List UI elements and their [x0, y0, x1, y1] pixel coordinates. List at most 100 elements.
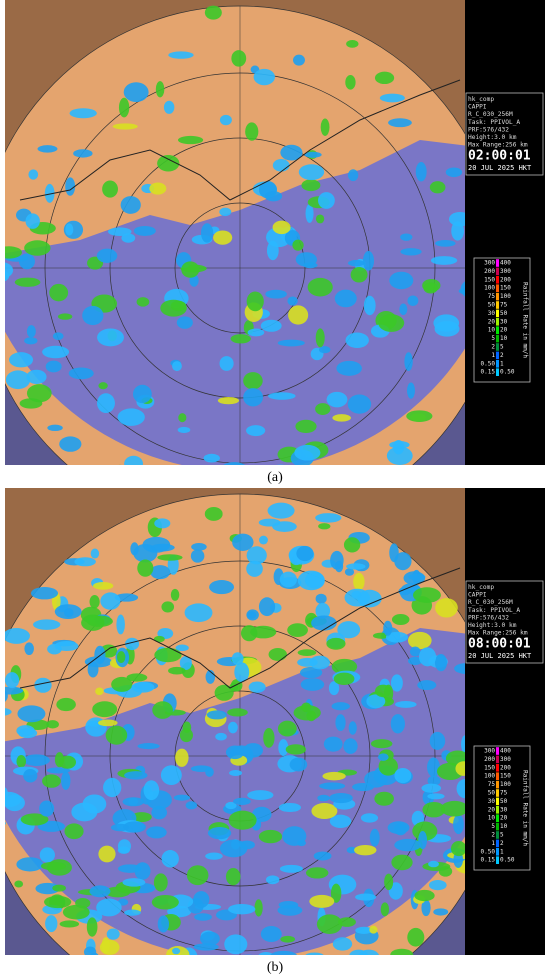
echo-blue: [362, 251, 375, 271]
legend-low: 50: [488, 790, 496, 797]
echo-blue: [82, 794, 107, 814]
echo-blue: [231, 652, 244, 665]
legend-title: Rainfall Rate in mm/h: [522, 282, 529, 358]
legend-high: 20: [500, 327, 508, 334]
echo-blue: [417, 680, 437, 691]
echo-green: [370, 739, 393, 749]
echo-blue: [248, 681, 266, 693]
echo-green: [324, 969, 351, 974]
echo-blue: [5, 686, 24, 695]
legend-high: 2: [500, 840, 504, 847]
echo-green: [316, 914, 343, 935]
echo-green: [149, 182, 167, 195]
echo-blue: [5, 370, 31, 390]
info-line: Task: PPIVOL_A: [468, 119, 520, 126]
echo-blue: [430, 256, 458, 265]
echo-blue: [73, 149, 93, 158]
echo-blue: [258, 535, 268, 545]
echo-blue: [272, 158, 290, 172]
echo-blue: [46, 767, 71, 774]
legend-low: 100: [484, 285, 495, 292]
echo-blue: [330, 550, 344, 570]
echo-blue: [103, 777, 122, 798]
echo-blue: [300, 678, 325, 691]
legend-low: 200: [484, 756, 495, 763]
echo-green: [153, 873, 168, 892]
echo-blue: [313, 851, 332, 861]
echo-blue: [355, 893, 377, 901]
legend-low: 2: [491, 832, 495, 839]
echo-blue: [89, 885, 111, 898]
echo-green: [384, 873, 394, 891]
legend-high: 1: [500, 848, 504, 855]
echo-blue: [246, 546, 267, 565]
echo-blue: [315, 513, 342, 523]
info-line: CAPPI: [468, 104, 487, 111]
echo-green: [62, 904, 90, 920]
echo-green: [254, 899, 263, 917]
echo-blue: [26, 325, 36, 338]
echo-blue: [193, 943, 219, 951]
echo-blue: [389, 271, 414, 290]
echo-blue: [209, 580, 235, 595]
echo-blue: [130, 542, 139, 556]
echo-blue: [304, 151, 322, 158]
echo-blue: [296, 545, 314, 562]
panel-label: (a): [267, 470, 283, 485]
echo-green: [246, 291, 264, 312]
legend-low: 0.50: [481, 360, 496, 367]
sidebar: [465, 0, 545, 465]
echo-green: [204, 5, 222, 20]
echo-blue: [61, 771, 71, 790]
echo-blue: [37, 145, 58, 153]
legend-swatch: [496, 789, 499, 797]
legend-low: 150: [484, 276, 495, 283]
echo-blue: [383, 620, 393, 636]
legend-swatch: [496, 301, 499, 309]
legend-low: 30: [488, 798, 496, 805]
echo-green: [227, 708, 248, 717]
echo-green: [277, 720, 297, 737]
legend-low: 30: [488, 310, 496, 317]
echo-blue: [326, 391, 348, 408]
echo-blue: [176, 316, 193, 329]
echo-green: [204, 506, 223, 521]
echo-green: [26, 384, 52, 403]
legend-low: 5: [491, 823, 495, 830]
echo-blue: [225, 745, 245, 760]
echo-green: [179, 728, 193, 743]
echo-blue: [279, 864, 303, 873]
info-line: hk_comp: [468, 584, 494, 591]
echo-blue: [96, 898, 122, 917]
echo-blue: [52, 332, 64, 341]
info-line: PRF:576/432: [468, 126, 509, 133]
echo-green: [14, 277, 41, 287]
echo-green: [131, 812, 152, 823]
legend-high: 30: [500, 806, 508, 813]
echo-blue: [394, 838, 422, 852]
legend-swatch: [496, 856, 499, 864]
echo-green: [89, 594, 100, 609]
echo-blue: [17, 705, 46, 723]
echo-blue: [83, 946, 97, 955]
echo-green: [19, 398, 43, 409]
echo-blue: [97, 328, 124, 347]
echo-green: [292, 239, 304, 251]
echo-blue: [16, 857, 44, 872]
echo-blue: [385, 631, 409, 643]
echo-green: [309, 894, 335, 908]
echo-green: [258, 829, 283, 844]
echo-blue: [433, 908, 449, 916]
echo-blue: [418, 647, 437, 667]
echo-blue: [406, 382, 415, 399]
echo-blue: [194, 913, 212, 921]
echo-blue: [207, 827, 232, 840]
echo-blue: [279, 571, 297, 588]
echo-blue: [276, 464, 285, 465]
echo-blue: [418, 830, 428, 850]
echo-green: [155, 81, 165, 98]
echo-green: [320, 118, 330, 136]
echo-blue: [45, 915, 58, 933]
echo-blue: [224, 934, 248, 955]
echo-green: [422, 801, 446, 818]
